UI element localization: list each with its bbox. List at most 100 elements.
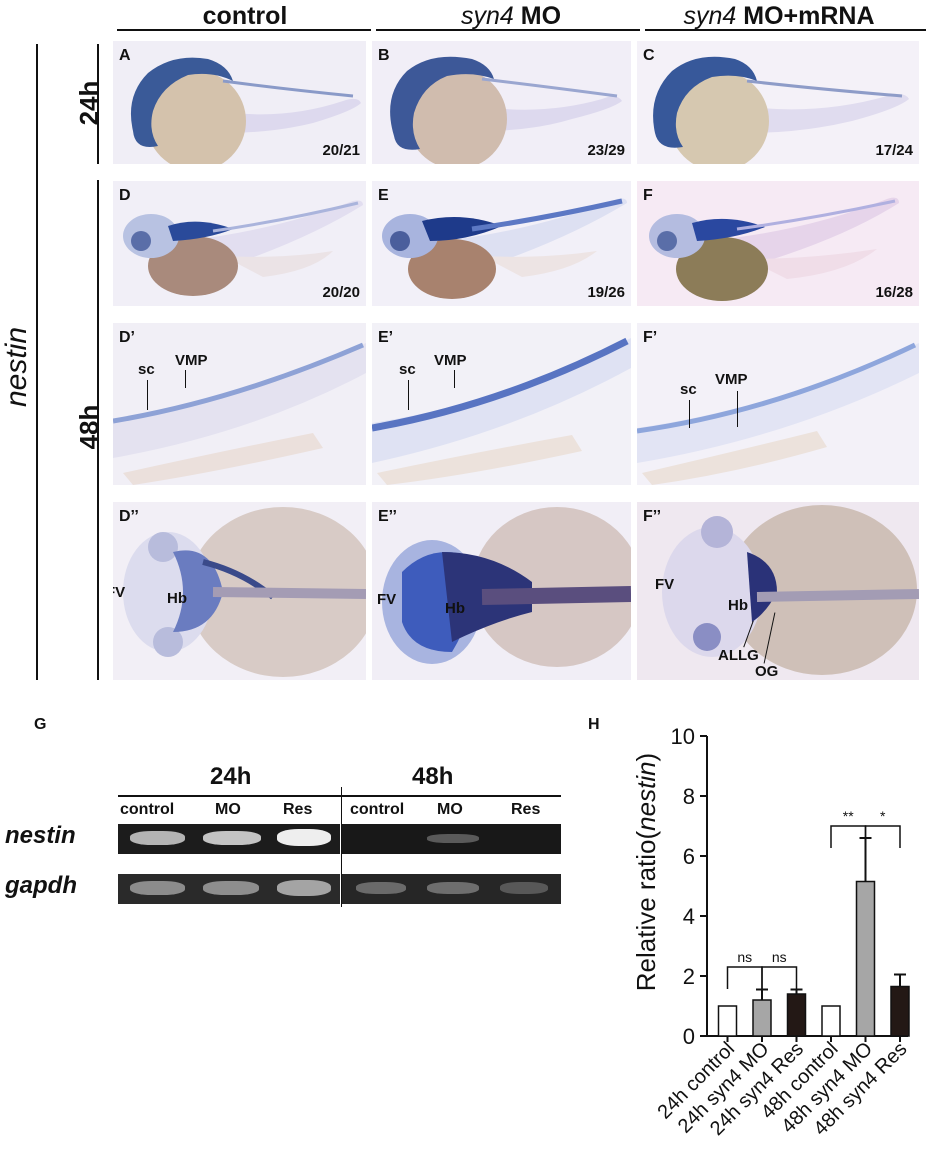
panel-B-letter: B [378, 47, 390, 64]
lane-label-24h-mo: MO [215, 801, 241, 818]
head-48h-control-image [123, 507, 366, 677]
panel-C: C 17/24 [637, 41, 919, 164]
x-tick-label: 48h syn4 Res [810, 1038, 912, 1140]
bar [821, 1005, 841, 1037]
pointer-vmp-F [737, 391, 738, 427]
column-header-control: control [202, 2, 288, 30]
bar [855, 880, 876, 1037]
panel-F-double-prime: F’’ FV Hb ALLG OG [637, 502, 919, 680]
panel-E-double-prime: E’’ FV Hb [372, 502, 631, 680]
label-fv-E: FV [377, 591, 397, 608]
panel-C-letter: C [643, 47, 655, 64]
pointer-vmp-E [454, 370, 455, 388]
panel-F: F 16/28 [637, 181, 919, 306]
panel-H-letter: H [588, 716, 600, 733]
label-hb-D: Hb [167, 590, 187, 607]
pointer-sc-E [408, 380, 409, 410]
bar [786, 993, 807, 1037]
panel-A: A 20/21 [113, 41, 366, 164]
ylabel-suffix: ) [631, 753, 661, 762]
ylabel-gene: nestin [631, 761, 661, 830]
label-hb-E: Hb [445, 600, 465, 617]
band-gapdh-24h-control [130, 881, 185, 895]
panel-C-count: 17/24 [875, 142, 913, 159]
embryo-24h-mo-image [390, 56, 622, 164]
significance-label: ** [843, 808, 854, 824]
y-tick-label: 2 [683, 964, 695, 989]
panel-G-letter: G [34, 716, 47, 733]
row-label-24h: 24h [74, 80, 104, 126]
panel-B-count: 23/29 [587, 142, 625, 159]
significance-label: ns [772, 949, 787, 965]
trunk-48h-mo-image [372, 337, 631, 485]
header-underline-control [117, 29, 371, 31]
pointer-sc-D [147, 380, 148, 410]
panel-F-letter: F [643, 187, 653, 204]
lane-label-48h-control: control [350, 801, 405, 818]
panel-F-count: 16/28 [875, 284, 913, 301]
panel-D-prime: D’ sc VMP [113, 323, 366, 485]
panel-E-prime-letter: E’ [378, 329, 394, 346]
head-48h-mo-image [382, 507, 631, 667]
bar [717, 1005, 738, 1037]
gel-group-divider [341, 787, 342, 907]
panel-F-double-prime-letter: F’’ [643, 508, 662, 525]
label-fv-F: FV [655, 576, 675, 593]
embryo-48h-mo-image [382, 198, 627, 299]
y-tick-label: 6 [683, 844, 695, 869]
significance-label: * [880, 808, 886, 824]
x-tick-label: 24h syn4 Res [706, 1038, 808, 1140]
embryo-48h-rescue-image [649, 197, 899, 301]
label-sc-E: sc [399, 361, 416, 378]
mo-gene-name: syn4 [460, 2, 514, 30]
panel-D-letter: D [119, 187, 131, 204]
label-og-F: OG [755, 663, 779, 680]
embryo-48h-control-image [123, 200, 363, 296]
label-vmp-E: VMP [434, 352, 467, 369]
panel-F-prime-letter: F’ [643, 329, 658, 346]
lane-label-48h-mo: MO [437, 801, 463, 818]
x-tick-label: 48h control [757, 1038, 843, 1124]
trunk-48h-rescue-image [637, 342, 919, 485]
y-tick-label: 8 [683, 784, 695, 809]
panel-E-letter: E [378, 187, 389, 204]
lane-label-24h-control: control [120, 801, 175, 818]
band-gapdh-48h-mo [427, 882, 479, 894]
header-underline-mo [376, 29, 640, 31]
panel-D-double-prime: D’’ FV Hb [113, 502, 366, 680]
panel-A-count: 20/21 [322, 142, 360, 159]
gel-gene-label-gapdh: gapdh [5, 872, 77, 899]
row-label-48h: 48h [74, 404, 104, 450]
label-sc-F: sc [680, 381, 697, 398]
gel-group-48h: 48h [412, 763, 454, 790]
chart-y-axis-label: Relative ratio(nestin) [631, 753, 661, 991]
label-allg-F: ALLG [718, 647, 759, 664]
gene-bracket [36, 44, 38, 680]
pointer-vmp-D [185, 370, 186, 388]
bracket-24h [97, 44, 99, 164]
significance-bracket [830, 825, 867, 848]
panel-E-count: 19/26 [587, 284, 625, 301]
x-tick-label: 24h syn4 MO [674, 1038, 774, 1138]
label-vmp-D: VMP [175, 352, 208, 369]
bracket-48h [97, 180, 99, 680]
panel-A-letter: A [119, 47, 131, 64]
y-tick-label: 0 [683, 1024, 695, 1049]
gel-gene-label-nestin: nestin [5, 822, 76, 849]
trunk-48h-control-image [113, 342, 366, 485]
column-header-rescue: syn4 MO+mRNA [632, 2, 926, 31]
rescue-suffix: MO+mRNA [736, 2, 875, 30]
gene-row-label: nestin [0, 326, 33, 408]
lane-label-48h-res: Res [511, 801, 541, 818]
x-tick-label: 24h control [653, 1038, 739, 1124]
band-gapdh-24h-mo [203, 881, 259, 895]
label-hb-F: Hb [728, 597, 748, 614]
gel-group-line [118, 795, 561, 797]
band-gapdh-48h-control [356, 882, 406, 894]
label-sc-D: sc [138, 361, 155, 378]
significance-bracket [761, 966, 798, 989]
panel-E-double-prime-letter: E’’ [378, 508, 397, 525]
x-tick-label: 48h syn4 MO [777, 1038, 877, 1138]
bar [752, 999, 772, 1037]
band-nestin-24h-res [277, 829, 331, 846]
